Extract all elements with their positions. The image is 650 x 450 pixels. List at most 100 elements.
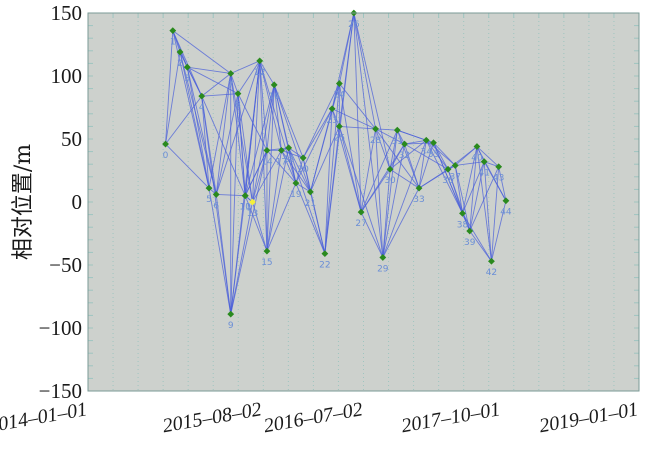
node-label: 11 (239, 203, 250, 213)
baseline-edge (244, 84, 275, 196)
baseline-edge (208, 188, 232, 315)
acquisition-node (249, 198, 256, 206)
baseline-edge (433, 142, 449, 170)
acquisition-node (480, 158, 488, 166)
acquisition-node (176, 48, 184, 56)
baseline-edge (266, 182, 297, 252)
baseline-edge (179, 51, 210, 189)
baseline-edge (230, 73, 239, 94)
node-label: 7 (228, 80, 234, 90)
node-label: 27 (355, 219, 366, 229)
baseline-edge (483, 161, 507, 201)
acquisition-node (306, 188, 314, 196)
baseline-edge (476, 146, 492, 262)
baseline-edge (375, 128, 398, 131)
acquisition-node (488, 257, 495, 265)
node-label: 25 (334, 133, 345, 143)
acquisition-node (335, 123, 343, 130)
baseline-edge (375, 128, 405, 145)
acquisition-node (270, 81, 278, 89)
acquisition-node (451, 162, 459, 169)
acquisition-node (212, 191, 220, 198)
baseline-edge (302, 108, 333, 159)
baseline-edge (389, 168, 420, 189)
baseline-edge (295, 182, 326, 254)
node-label: 24 (334, 91, 346, 101)
baseline-edge (339, 125, 376, 130)
y-tick-labels: 150 100 50 0 −50 −100 −150 (39, 1, 82, 403)
acquisition-node (162, 140, 169, 148)
baseline-edge (469, 230, 492, 262)
baseline-edge (309, 191, 326, 254)
acquisition-node (430, 139, 437, 147)
baseline-edge (244, 60, 261, 196)
baseline-edge (425, 139, 449, 170)
baseline-edge (201, 96, 210, 189)
baseline-edge (360, 211, 384, 258)
baseline-edge (237, 60, 261, 94)
node-label: 32 (399, 151, 410, 161)
grid (88, 13, 639, 391)
baseline-edge (186, 66, 203, 97)
acquisition-node (393, 126, 401, 134)
baseline-edge (266, 84, 275, 151)
x-tick-label: 2019–01–01 (538, 398, 640, 437)
node-label: 35 (428, 150, 439, 160)
node-label: 10 (239, 203, 251, 213)
x-tick-label: 2016–07–02 (262, 398, 364, 437)
node-label: 30 (384, 176, 396, 186)
node-label: 37 (450, 172, 461, 182)
node-label: 19 (290, 190, 302, 200)
baseline-edge (230, 93, 239, 315)
acquisition-node (328, 105, 336, 113)
acquisition-node (183, 63, 191, 71)
baseline-edge (179, 51, 217, 195)
baseline-edge (338, 12, 355, 127)
baseline-edge (375, 128, 391, 170)
baseline-edge (476, 146, 499, 168)
baseline-edge (266, 147, 289, 151)
acquisition-node (292, 179, 300, 187)
baseline-edge (404, 139, 427, 145)
node-label: 8 (235, 101, 241, 111)
acquisition-node (386, 165, 394, 173)
baseline-edge (382, 140, 427, 258)
baseline-edge (187, 66, 231, 74)
baseline-edge (360, 128, 377, 213)
node-label: 1 (170, 38, 176, 48)
node-label: 42 (486, 268, 497, 278)
baseline-edge (266, 150, 297, 184)
node-label: 36 (442, 176, 454, 186)
x-tick-label: 2014–01–01 (0, 398, 89, 437)
baseline-edge (252, 60, 261, 203)
y-tick-label: 50 (61, 127, 82, 151)
node-label: 0 (163, 151, 169, 161)
node-label: 14 (261, 157, 273, 167)
node-label: 18 (283, 155, 295, 165)
acquisition-node (278, 146, 285, 154)
baseline-edge (302, 83, 340, 159)
baseline-edge (382, 130, 398, 258)
baseline-edge (447, 169, 471, 232)
node-label: 31 (392, 137, 403, 147)
baseline-edge (425, 140, 463, 214)
baseline-edge (266, 150, 282, 252)
baseline-edge (273, 84, 304, 159)
baseline-edge (208, 73, 232, 189)
baseline-edge (165, 51, 181, 145)
plot-frame (87, 12, 640, 392)
baseline-edge (425, 139, 456, 166)
y-tick-label: −100 (39, 316, 82, 340)
baseline-edge (498, 166, 507, 201)
baseline-edge (353, 12, 391, 170)
node-label: 28 (370, 136, 382, 146)
baseline-edge (215, 73, 232, 195)
node-label: 40 (471, 154, 483, 164)
node-label: 5 (206, 195, 212, 205)
baseline-edge (382, 187, 420, 258)
baseline-edge (201, 73, 232, 97)
plot-background (88, 13, 639, 391)
node-label: 38 (457, 220, 469, 230)
edges (165, 12, 507, 315)
